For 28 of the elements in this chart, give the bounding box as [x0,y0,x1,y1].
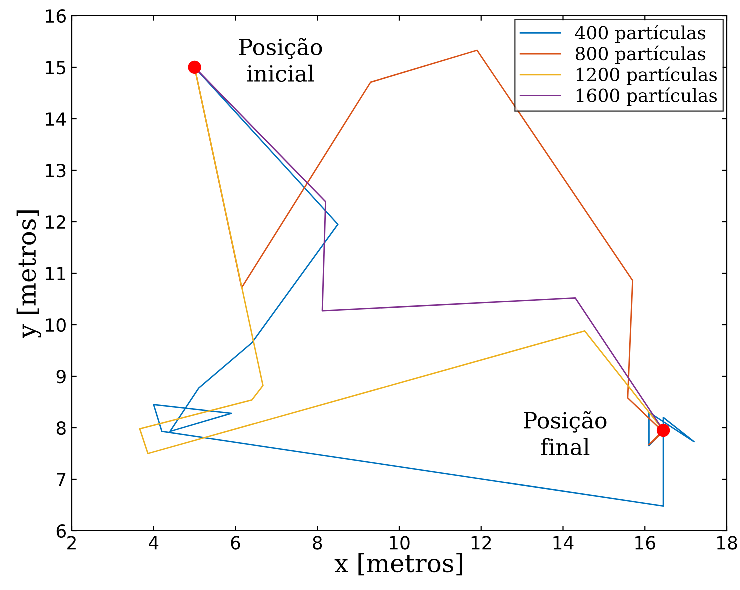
y-tick-label: 6 [56,524,66,538]
x-tick-label: 6 [231,536,240,550]
x-tick-label: 8 [313,536,322,550]
y-tick-label: 12 [46,215,66,229]
x-tick-label: 18 [717,536,738,550]
y-tick-label: 11 [46,267,66,280]
x-tick-label: 10 [390,536,410,550]
y-tick-label: 13 [46,164,66,178]
legend-label: 1600 partículas [576,88,718,106]
y-tick-label: 9 [56,370,66,384]
y-tick-label: 10 [46,318,66,332]
x-tick-label: 16 [636,536,656,550]
annotation: Posição inicial [239,38,322,82]
y-tick-label: 14 [46,112,66,126]
x-tick-label: 12 [472,536,492,550]
x-axis-title: x [metros] [334,553,462,576]
x-tick-label: 2 [68,536,76,550]
legend-label: 1200 partículas [576,66,718,86]
legend-label: 400 partículas [575,25,706,44]
y-tick-label: 8 [56,421,66,436]
y-tick-label: 15 [46,61,66,75]
annotation: Posição final [524,411,607,456]
x-tick-label: 4 [149,536,159,550]
y-tick-label: 16 [46,9,66,24]
y-axis-title: y [metros] [16,210,42,339]
legend-label: 800 partículas [576,46,706,64]
x-tick-label: 14 [554,536,574,550]
y-tick-label: 7 [57,473,66,486]
